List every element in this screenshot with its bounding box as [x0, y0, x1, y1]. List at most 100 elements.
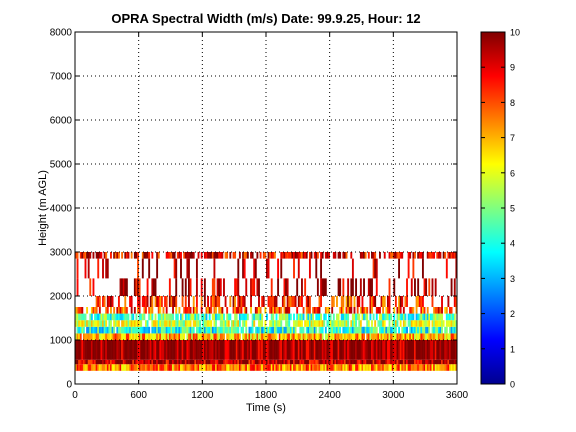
heatmap-cell-layer-4	[164, 326, 167, 334]
heatmap-cell-layer-7	[436, 307, 439, 314]
heatmap-cell-layer-11	[264, 252, 267, 259]
heatmap-cell-layer-0	[293, 364, 295, 371]
heatmap-cell-layer-7	[213, 307, 216, 314]
heatmap-cell-layer-11	[316, 252, 319, 259]
heatmap-cell-layer-6	[272, 313, 275, 321]
heatmap-cell-layer-7	[189, 307, 192, 314]
heatmap-cell-layer-5	[173, 320, 176, 327]
heatmap-cell-layer-1	[356, 359, 359, 365]
heatmap-cell-layer-9	[245, 278, 248, 296]
heatmap-cell-layer-6	[281, 313, 284, 321]
heatmap-cell-layer-11	[146, 252, 149, 259]
heatmap-cell-layer-2	[180, 340, 182, 360]
heatmap-cell-layer-8	[238, 296, 241, 307]
heatmap-cell-layer-1	[414, 359, 416, 365]
heatmap-cell-layer-6	[355, 313, 358, 321]
heatmap-cell-layer-1	[281, 359, 284, 365]
heatmap-cell-layer-5	[380, 320, 383, 327]
heatmap-cell-layer-1	[188, 359, 190, 365]
heatmap-cell-layer-0	[328, 364, 330, 371]
heatmap-cell-layer-2	[359, 340, 362, 360]
heatmap-cell-layer-2	[313, 340, 316, 360]
heatmap-cell-layer-2	[173, 340, 176, 360]
heatmap-cell-layer-4	[172, 326, 174, 334]
heatmap-cell-layer-3	[108, 333, 111, 340]
heatmap-cell-layer-4	[418, 326, 421, 334]
heatmap-cell-layer-0	[415, 364, 418, 371]
heatmap-cell-layer-3	[286, 333, 289, 340]
heatmap-cell-layer-6	[229, 313, 232, 321]
heatmap-cell-layer-6	[238, 313, 241, 321]
heatmap-cell-layer-3	[431, 333, 434, 340]
heatmap-cell-layer-1	[423, 359, 426, 365]
heatmap-cell-layer-6	[307, 313, 310, 321]
heatmap-cell-layer-1	[219, 359, 222, 365]
heatmap-cell-layer-3	[167, 333, 170, 340]
heatmap-cell-layer-11	[321, 252, 324, 259]
heatmap-cell-layer-7	[75, 307, 77, 314]
heatmap-cell-layer-0	[269, 364, 272, 371]
heatmap-cell-layer-1	[428, 359, 431, 365]
heatmap-cell-layer-3	[192, 333, 195, 340]
heatmap-cell-layer-8	[215, 296, 217, 307]
heatmap-cell-layer-2	[414, 340, 416, 360]
heatmap-cell-layer-7	[254, 307, 257, 314]
heatmap-cell-layer-1	[293, 359, 295, 365]
heatmap-cell-layer-2	[417, 340, 420, 360]
heatmap-cell-layer-3	[269, 333, 272, 340]
heatmap-cell-layer-6	[138, 313, 141, 321]
heatmap-cell-layer-2	[124, 340, 127, 360]
heatmap-cell-layer-11	[393, 252, 396, 259]
heatmap-cell-layer-6	[243, 313, 246, 321]
heatmap-cell-layer-3	[450, 333, 453, 340]
heatmap-cell-layer-0	[307, 364, 310, 371]
heatmap-cell-layer-7	[434, 307, 437, 314]
chart-title: OPRA Spectral Width (m/s) Date: 99.9.25,…	[111, 11, 420, 26]
heatmap-cell-layer-0	[441, 364, 443, 371]
heatmap-cell-layer-2	[369, 340, 372, 360]
heatmap-cell-layer-7	[237, 307, 240, 314]
heatmap-cell-layer-4	[286, 326, 289, 334]
heatmap-cell-layer-5	[402, 320, 405, 327]
heatmap-cell-layer-5	[113, 320, 116, 327]
heatmap-cell-layer-0	[133, 364, 136, 371]
heatmap-cell-layer-2	[442, 340, 445, 360]
heatmap-cell-layer-0	[396, 364, 399, 371]
heatmap-cell-layer-11	[371, 252, 373, 259]
heatmap-cell-layer-0	[154, 364, 157, 371]
heatmap-cell-layer-8	[111, 296, 114, 307]
heatmap-cell-layer-10	[293, 258, 295, 279]
heatmap-cell-layer-6	[157, 313, 160, 321]
heatmap-cell-layer-7	[385, 307, 388, 314]
heatmap-cell-layer-2	[444, 340, 447, 360]
heatmap-cell-layer-4	[367, 326, 370, 334]
heatmap-cell-layer-8	[98, 296, 101, 307]
heatmap-cell-layer-5	[79, 320, 82, 327]
heatmap-cell-layer-11	[280, 252, 283, 259]
heatmap-cell-layer-0	[103, 364, 106, 371]
heatmap-cell-layer-4	[195, 326, 198, 334]
heatmap-cell-layer-2	[237, 340, 240, 360]
heatmap-cell-layer-11	[437, 252, 440, 259]
heatmap-cell-layer-4	[434, 326, 437, 334]
heatmap-cell-layer-0	[267, 364, 270, 371]
heatmap-cell-layer-2	[358, 340, 361, 360]
heatmap-cell-layer-0	[235, 364, 238, 371]
heatmap-cell-layer-0	[238, 364, 241, 371]
heatmap-cell-layer-0	[156, 364, 159, 371]
heatmap-cell-layer-3	[301, 333, 303, 340]
heatmap-cell-layer-3	[379, 333, 381, 340]
heatmap-cell-layer-0	[264, 364, 267, 371]
heatmap-cell-layer-1	[450, 359, 453, 365]
heatmap-cell-layer-8	[192, 296, 195, 307]
heatmap-cell-layer-4	[278, 326, 281, 334]
heatmap-cell-layer-3	[393, 333, 396, 340]
heatmap-cell-layer-2	[377, 340, 380, 360]
heatmap-cell-layer-1	[78, 359, 81, 365]
heatmap-cell-layer-6	[343, 313, 346, 321]
heatmap-cell-layer-4	[102, 326, 104, 334]
heatmap-cell-layer-11	[399, 252, 402, 259]
heatmap-cell-layer-7	[312, 307, 315, 314]
heatmap-cell-layer-1	[267, 359, 270, 365]
heatmap-cell-layer-5	[205, 320, 208, 327]
